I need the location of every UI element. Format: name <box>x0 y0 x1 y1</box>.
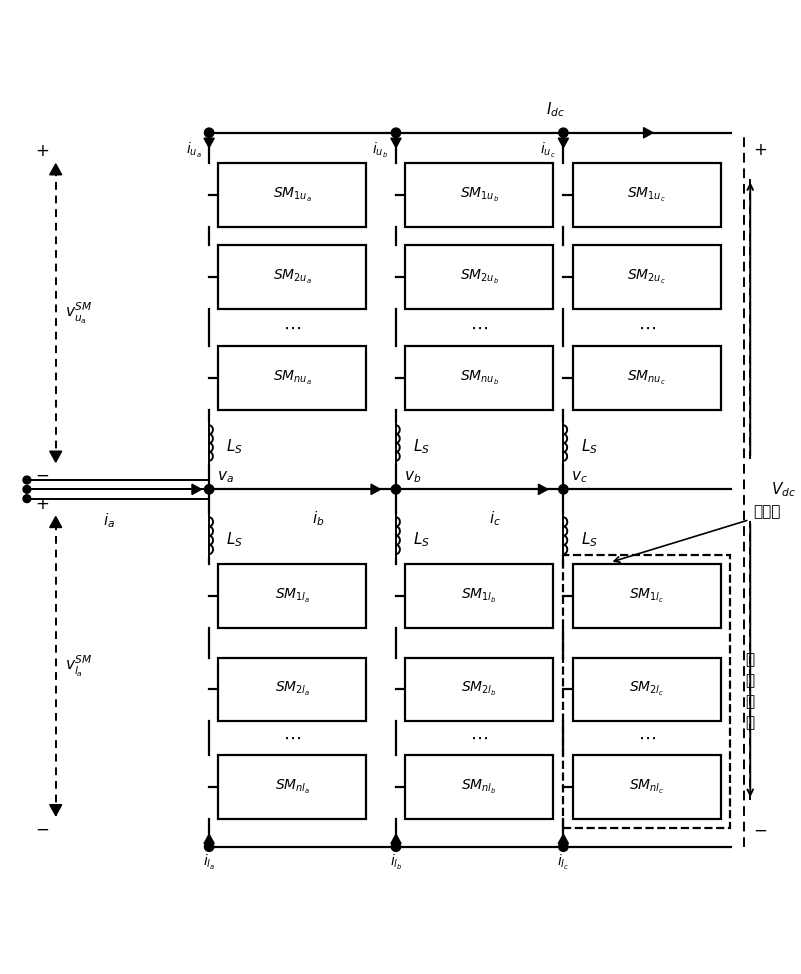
FancyBboxPatch shape <box>405 657 553 722</box>
Text: $v^{SM}_{l_a}$: $v^{SM}_{l_a}$ <box>65 654 92 679</box>
Text: $V_{dc}$: $V_{dc}$ <box>771 480 796 499</box>
Text: $SM_{2u_a}$: $SM_{2u_a}$ <box>273 268 312 285</box>
Text: $L_S$: $L_S$ <box>226 530 244 549</box>
FancyBboxPatch shape <box>573 657 721 722</box>
Text: $L_S$: $L_S$ <box>581 437 598 456</box>
Polygon shape <box>204 138 214 147</box>
Polygon shape <box>643 128 653 138</box>
Text: $L_S$: $L_S$ <box>413 437 430 456</box>
Circle shape <box>559 843 568 851</box>
FancyBboxPatch shape <box>219 163 366 227</box>
Polygon shape <box>50 164 62 174</box>
Circle shape <box>23 485 30 493</box>
Text: $v^{SM}_{u_a}$: $v^{SM}_{u_a}$ <box>65 300 92 325</box>
Text: $i_{u_c}$: $i_{u_c}$ <box>540 140 556 160</box>
Text: $SM_{nu_a}$: $SM_{nu_a}$ <box>273 369 312 387</box>
Text: $-$: $-$ <box>34 466 49 484</box>
Text: $SM_{2u_c}$: $SM_{2u_c}$ <box>627 268 666 285</box>
Text: $i_{l_b}$: $i_{l_b}$ <box>390 853 402 872</box>
Polygon shape <box>192 484 201 495</box>
Text: $\cdots$: $\cdots$ <box>470 318 489 336</box>
Circle shape <box>204 843 214 851</box>
Polygon shape <box>371 484 380 495</box>
FancyBboxPatch shape <box>405 755 553 819</box>
FancyBboxPatch shape <box>405 163 553 227</box>
FancyBboxPatch shape <box>573 163 721 227</box>
Text: $+$: $+$ <box>34 142 49 160</box>
Text: $\cdots$: $\cdots$ <box>284 730 301 747</box>
Polygon shape <box>50 451 62 462</box>
FancyBboxPatch shape <box>573 755 721 819</box>
Text: $i_b$: $i_b$ <box>312 508 324 528</box>
Text: $i_c$: $i_c$ <box>489 508 501 528</box>
Text: $SM_{1l_c}$: $SM_{1l_c}$ <box>629 587 664 605</box>
FancyBboxPatch shape <box>219 657 366 722</box>
Text: $\cdots$: $\cdots$ <box>470 730 489 747</box>
FancyBboxPatch shape <box>219 564 366 628</box>
Text: $v_a$: $v_a$ <box>217 469 234 485</box>
Polygon shape <box>391 835 401 843</box>
Polygon shape <box>204 835 214 843</box>
Text: $-$: $-$ <box>754 821 767 839</box>
Text: $SM_{1u_b}$: $SM_{1u_b}$ <box>460 186 499 205</box>
Circle shape <box>392 128 400 137</box>
FancyBboxPatch shape <box>573 244 721 309</box>
Circle shape <box>23 495 30 503</box>
Polygon shape <box>50 805 62 815</box>
Text: $I_{dc}$: $I_{dc}$ <box>546 100 565 119</box>
Text: $SM_{nl_b}$: $SM_{nl_b}$ <box>461 777 497 796</box>
FancyBboxPatch shape <box>219 244 366 309</box>
Text: $SM_{nl_a}$: $SM_{nl_a}$ <box>275 777 310 796</box>
Text: $i_{u_b}$: $i_{u_b}$ <box>372 140 388 160</box>
Text: $\cdots$: $\cdots$ <box>284 318 301 336</box>
FancyBboxPatch shape <box>219 755 366 819</box>
Circle shape <box>559 128 568 137</box>
Text: $\cdots$: $\cdots$ <box>638 730 656 747</box>
Text: $i_a$: $i_a$ <box>103 511 115 530</box>
Polygon shape <box>558 138 569 147</box>
Text: $i_{u_a}$: $i_{u_a}$ <box>186 140 201 160</box>
FancyBboxPatch shape <box>573 346 721 410</box>
Polygon shape <box>391 138 401 147</box>
Text: $SM_{2l_a}$: $SM_{2l_a}$ <box>275 681 310 698</box>
Text: $+$: $+$ <box>754 140 767 159</box>
Text: $SM_{1l_a}$: $SM_{1l_a}$ <box>275 587 310 605</box>
Text: $i_{l_c}$: $i_{l_c}$ <box>557 853 570 872</box>
Text: $SM_{nu_b}$: $SM_{nu_b}$ <box>460 369 499 387</box>
Polygon shape <box>538 484 548 495</box>
Text: $+$: $+$ <box>34 495 49 512</box>
Text: $SM_{nl_c}$: $SM_{nl_c}$ <box>629 777 664 796</box>
Text: $\cdots$: $\cdots$ <box>638 318 656 336</box>
Text: 子模块: 子模块 <box>754 505 781 519</box>
FancyBboxPatch shape <box>219 346 366 410</box>
Circle shape <box>559 485 568 494</box>
Circle shape <box>392 485 400 494</box>
Text: $i_{l_a}$: $i_{l_a}$ <box>203 853 215 872</box>
Circle shape <box>392 843 400 851</box>
FancyBboxPatch shape <box>405 244 553 309</box>
Text: $SM_{2l_b}$: $SM_{2l_b}$ <box>461 681 497 698</box>
Text: $SM_{1u_c}$: $SM_{1u_c}$ <box>627 186 666 205</box>
Text: $L_S$: $L_S$ <box>413 530 430 549</box>
Text: $-$: $-$ <box>34 819 49 838</box>
Text: $SM_{nu_c}$: $SM_{nu_c}$ <box>627 369 666 387</box>
Circle shape <box>23 476 30 484</box>
Text: $v_c$: $v_c$ <box>571 469 588 485</box>
Text: $L_S$: $L_S$ <box>581 530 598 549</box>
Polygon shape <box>50 516 62 528</box>
Text: $v_b$: $v_b$ <box>404 469 421 485</box>
Polygon shape <box>558 835 569 843</box>
Text: 多
阀
桥
臂: 多 阀 桥 臂 <box>745 653 754 730</box>
FancyBboxPatch shape <box>405 346 553 410</box>
Text: $SM_{2u_b}$: $SM_{2u_b}$ <box>460 268 499 285</box>
Text: $SM_{1u_a}$: $SM_{1u_a}$ <box>273 186 312 205</box>
Circle shape <box>204 485 214 494</box>
Circle shape <box>204 128 214 137</box>
Text: $SM_{2l_c}$: $SM_{2l_c}$ <box>629 681 664 698</box>
FancyBboxPatch shape <box>573 564 721 628</box>
Text: $L_S$: $L_S$ <box>226 437 244 456</box>
Text: $SM_{1l_b}$: $SM_{1l_b}$ <box>461 587 497 605</box>
FancyBboxPatch shape <box>405 564 553 628</box>
